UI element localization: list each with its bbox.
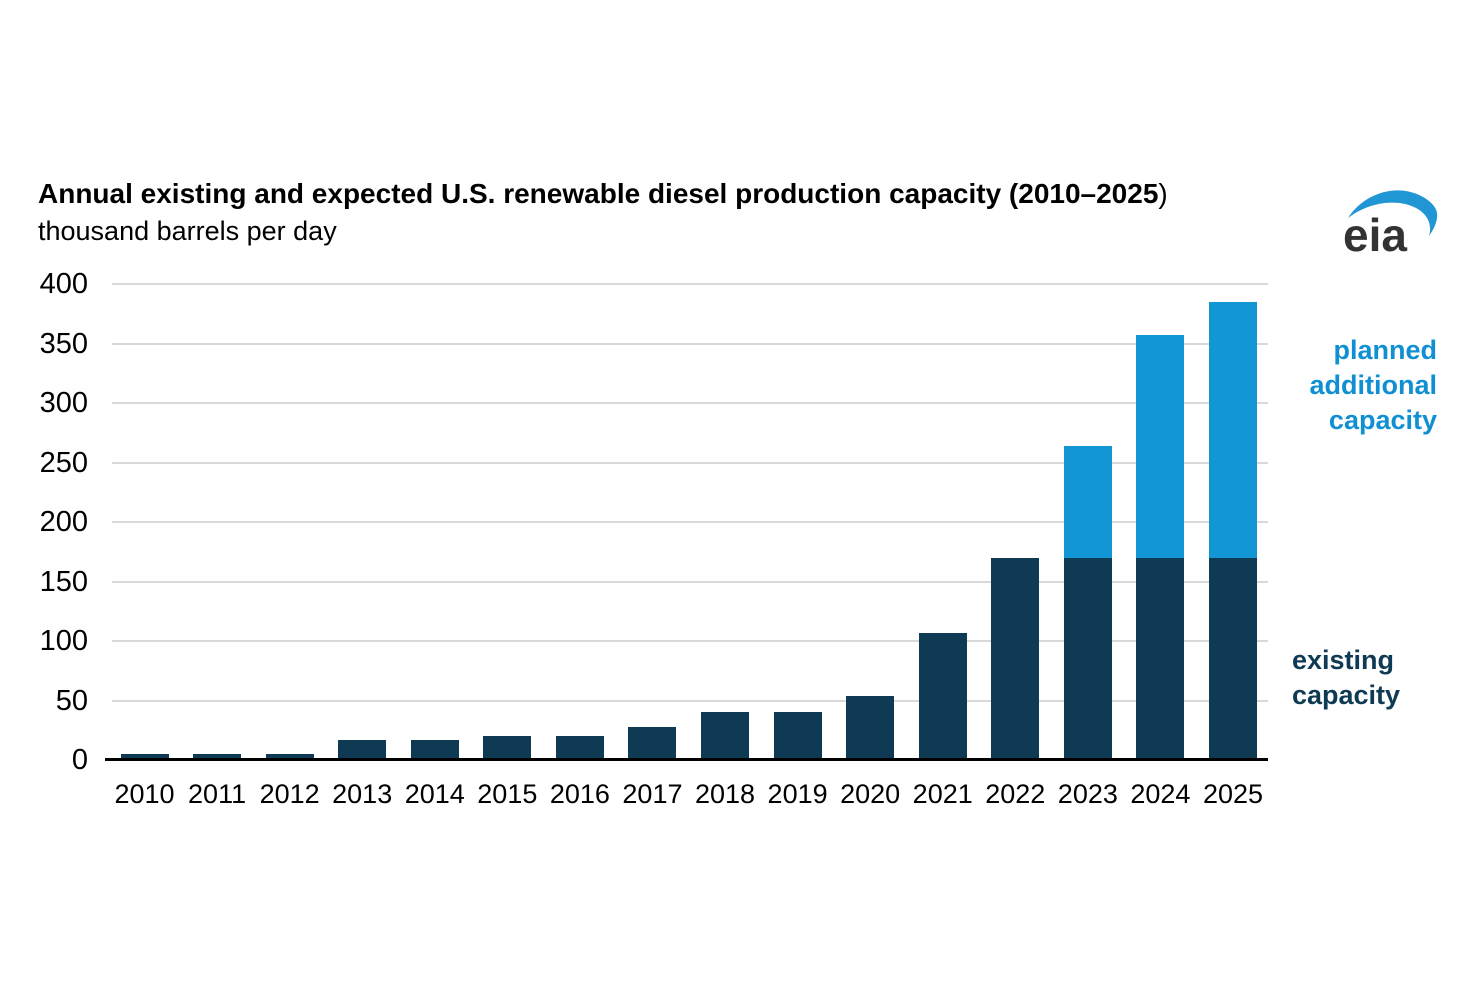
- eia-logo: eia: [1342, 188, 1442, 261]
- legend-existing-capacity: existing capacity: [1292, 645, 1401, 710]
- bar-2023-existing: [1063, 557, 1112, 760]
- x-tick-label-2013: 2013: [332, 779, 393, 809]
- bar-2010-existing: [120, 754, 169, 760]
- y-tick-label-350: 350: [39, 327, 88, 360]
- gridline-350: [112, 342, 1268, 345]
- x-tick-label-2014: 2014: [404, 779, 465, 809]
- bar-2014-existing: [410, 739, 459, 760]
- bar-2020-existing: [846, 695, 895, 760]
- eia-logo-graphic: eia: [1343, 190, 1438, 261]
- y-tick-label-50: 50: [55, 684, 88, 717]
- gridline-250: [112, 461, 1268, 464]
- x-tick-label-2017: 2017: [622, 779, 683, 809]
- eia-logo-swoosh-icon: [1348, 190, 1438, 236]
- y-tick-label-150: 150: [39, 565, 88, 598]
- bar-2017-existing: [628, 726, 677, 760]
- bar-2015-existing: [483, 736, 532, 760]
- x-tick-label-2012: 2012: [259, 779, 320, 809]
- chart-subtitle: thousand barrels per day: [38, 216, 337, 246]
- x-tick-label-2018: 2018: [694, 779, 756, 809]
- bar-2011-existing: [193, 754, 242, 760]
- bar-2012-existing: [265, 754, 314, 760]
- x-tick-label-2023: 2023: [1057, 779, 1118, 809]
- x-tick-label-2016: 2016: [549, 779, 610, 809]
- bar-2024-planned: [1136, 335, 1185, 558]
- x-tick-label-2021: 2021: [912, 779, 973, 809]
- gridline-300: [112, 402, 1268, 404]
- y-tick-label-200: 200: [39, 506, 88, 538]
- x-axis-line: [105, 758, 1268, 761]
- x-tick-label-2019: 2019: [767, 779, 828, 809]
- bar-2019-existing: [773, 712, 822, 760]
- bar-2016-existing: [555, 736, 604, 760]
- bar-2022-existing: [991, 557, 1040, 760]
- y-tick-label-0: 0: [71, 744, 88, 776]
- y-tick-label-250: 250: [39, 446, 88, 479]
- gridline-50: [112, 699, 1268, 702]
- legend-planned-additional-capacity: planned additional capacity: [1309, 335, 1438, 435]
- y-tick-label-300: 300: [39, 387, 88, 419]
- bar-2018-existing: [701, 712, 750, 760]
- bar-2013-existing: [338, 739, 387, 760]
- gridline-400: [112, 283, 1268, 285]
- chart-title-paren: ): [1158, 178, 1168, 209]
- x-tick-label-2010: 2010: [114, 779, 175, 809]
- gridline-150: [112, 580, 1268, 583]
- gridline-200: [112, 521, 1268, 523]
- chart-title: Annual existing and expected U.S. renewa…: [38, 178, 1168, 210]
- bar-2021-existing: [918, 632, 967, 760]
- x-tick-label-2024: 2024: [1130, 779, 1191, 809]
- x-tick-label-2020: 2020: [840, 779, 901, 809]
- y-tick-label-100: 100: [39, 625, 88, 657]
- x-tick-label-2025: 2025: [1202, 779, 1264, 809]
- x-tick-label-2011: 2011: [188, 779, 247, 809]
- y-tick-label-400: 400: [39, 268, 88, 300]
- bar-2025-planned: [1208, 301, 1257, 558]
- bar-2024-existing: [1136, 557, 1185, 760]
- plot-area: [105, 283, 1268, 761]
- x-tick-label-2015: 2015: [477, 779, 538, 809]
- eia-logo-text: eia: [1343, 209, 1407, 254]
- bar-2023-planned: [1063, 445, 1112, 558]
- bar-2025-existing: [1208, 557, 1257, 760]
- x-tick-label-2022: 2022: [985, 779, 1046, 809]
- gridline-100: [112, 640, 1268, 642]
- chart-title-main: Annual existing and expected U.S. renewa…: [38, 178, 1159, 209]
